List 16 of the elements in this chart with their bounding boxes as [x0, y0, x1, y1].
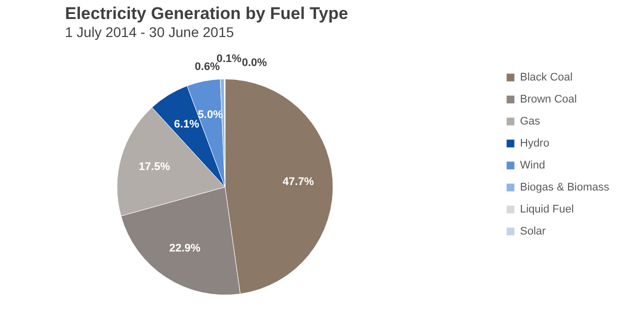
data-label: 47.7% [282, 176, 314, 188]
legend-label: Black Coal [520, 72, 573, 84]
legend-label: Wind [520, 160, 546, 172]
legend-label: Liquid Fuel [520, 204, 574, 216]
data-label: 17.5% [138, 160, 170, 173]
text: 0.0% [242, 57, 267, 70]
legend-label: Hydro [520, 138, 550, 150]
data-label: 6.1% [174, 118, 200, 130]
legend-label: Gas [520, 116, 541, 128]
legend-label: Brown Coal [520, 94, 577, 106]
chart-subtitle: 1 July 2014 - 30 June 2015 [65, 24, 234, 40]
chart-title: Electricity Generation by Fuel Type [65, 4, 348, 24]
data-label: 22.9% [169, 242, 201, 254]
data-label: 0.6% [194, 61, 220, 74]
legend-label: Biogas & Biomass [520, 182, 610, 194]
legend-label: Solar [520, 226, 546, 238]
